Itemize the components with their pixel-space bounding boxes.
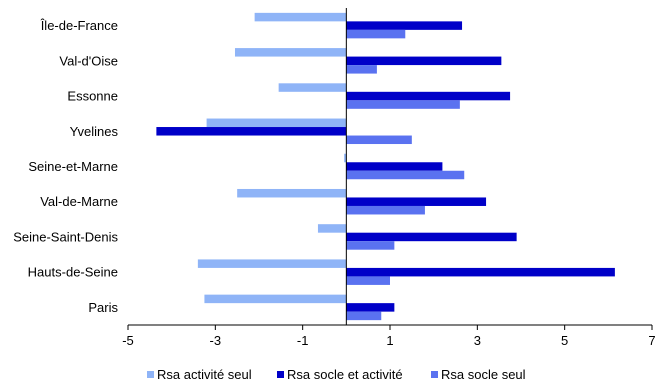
legend: Rsa activité seul Rsa socle et activité Rs… — [147, 367, 526, 381]
category-labels: Île-de-France Val-d'Oise Essonne Yvelines Se… — [13, 18, 118, 315]
bar--le-de-france-series-2 — [346, 21, 463, 30]
legend-label-2: Rsa socle et activité — [287, 367, 403, 381]
category-label: Seine-Saint-Denis — [13, 229, 118, 244]
bar-val-de-marne-series-2 — [346, 197, 487, 206]
category-label: Essonne — [67, 89, 118, 104]
bar-hauts-de-seine-series-3 — [346, 276, 390, 285]
legend-label-3: Rsa socle seul — [441, 367, 526, 381]
bar-val-d-oise-series-2 — [346, 56, 502, 66]
category-label: Val-de-Marne — [40, 194, 118, 209]
bar-seine-saint-denis-series-1 — [317, 224, 347, 233]
bar--le-de-france-series-3 — [346, 29, 406, 39]
x-tick-label: 5 — [561, 333, 568, 348]
bar-val-de-marne-series-3 — [346, 205, 425, 215]
bars-group — [156, 12, 615, 321]
category-label: Paris — [88, 300, 118, 315]
bar-paris-series-3 — [346, 311, 382, 321]
bar-yvelines-series-1 — [206, 118, 347, 128]
bar-seine-saint-denis-series-3 — [346, 241, 395, 250]
legend-swatch-1 — [147, 371, 154, 378]
bar-essonne-series-1 — [278, 83, 347, 92]
bar-seine-et-marne-series-3 — [346, 170, 465, 180]
x-axis: -5 -3 -1 1 3 5 7 — [122, 8, 656, 348]
x-tick-label: 3 — [474, 333, 481, 348]
bar-essonne-series-2 — [346, 91, 511, 101]
bar--le-de-france-series-1 — [254, 12, 347, 22]
bar-paris-series-2 — [346, 303, 395, 312]
category-label: Yvelines — [70, 124, 119, 139]
bar-essonne-series-3 — [346, 100, 460, 109]
category-label: Val-d'Oise — [59, 53, 118, 68]
bar-yvelines-series-2 — [156, 127, 347, 136]
legend-swatch-3 — [431, 371, 438, 378]
bar-seine-saint-denis-series-2 — [346, 232, 517, 242]
bar-paris-series-1 — [204, 294, 347, 304]
bar-seine-et-marne-series-2 — [346, 162, 443, 171]
x-tick-label: 1 — [386, 333, 393, 348]
category-label: Seine-et-Marne — [28, 159, 118, 174]
bar-val-d-oise-series-3 — [346, 65, 377, 74]
x-tick-label: 7 — [648, 333, 655, 348]
legend-swatch-2 — [277, 371, 284, 378]
bar-yvelines-series-3 — [346, 135, 412, 145]
bar-hauts-de-seine-series-2 — [346, 267, 615, 277]
x-tick-label: -1 — [297, 333, 309, 348]
category-label: Hauts-de-Seine — [28, 265, 118, 280]
category-label: Île-de-France — [40, 18, 118, 33]
x-tick-label: -3 — [210, 333, 222, 348]
bar-seine-et-marne-series-1 — [344, 153, 347, 163]
bar-hauts-de-seine-series-1 — [197, 259, 347, 268]
legend-label-1: Rsa activité seul — [157, 367, 252, 381]
bar-val-de-marne-series-1 — [237, 188, 347, 198]
bar-val-d-oise-series-1 — [234, 48, 347, 57]
x-tick-label: -5 — [122, 333, 134, 348]
